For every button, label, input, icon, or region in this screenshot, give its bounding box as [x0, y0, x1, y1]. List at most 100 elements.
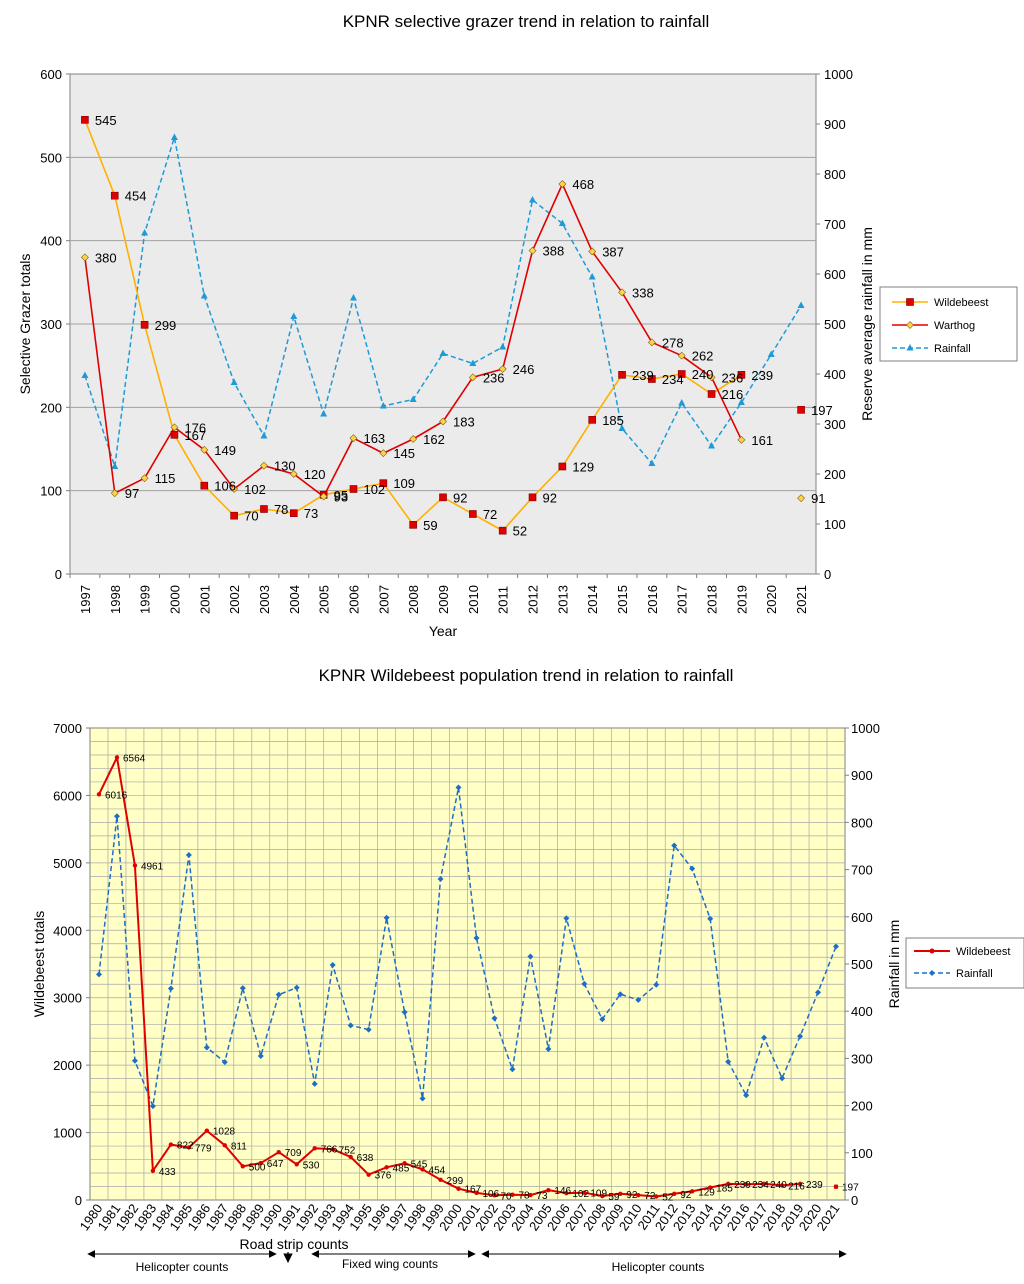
chart2-wildebeest-data-label: 239	[806, 1180, 823, 1191]
chart1-xtick-label: 2018	[705, 585, 720, 614]
chart2-rainfall-point	[779, 1075, 786, 1082]
chart1-warthog-data-label: 236	[722, 370, 744, 385]
chart2-rainfall-point	[671, 842, 678, 849]
chart2-wildebeest-data-label: 485	[393, 1163, 410, 1174]
chart1-warthog-data-label: 115	[155, 471, 176, 486]
chart2-ylabel: Wildebeest totals	[31, 911, 47, 1018]
chart1-wildebeest-point	[469, 510, 477, 518]
chart2-wildebeest-point	[222, 1143, 228, 1148]
chart2-wildebeest-data-label: 146	[554, 1186, 571, 1197]
chart1-wildebeest-point	[140, 321, 149, 329]
chart1-wildebeest-data-label: 299	[155, 318, 177, 333]
chart2-wildebeest-point	[258, 1160, 263, 1166]
chart2-rainfall-point	[761, 1034, 768, 1041]
chart1-y2tick-label: 400	[824, 367, 846, 382]
chart2-rainfall-point	[563, 915, 570, 922]
chart1-wildebeest-point	[230, 511, 238, 520]
chart2-wildebeest-data-label: 530	[303, 1160, 320, 1171]
chart1-warthog-data-label: 246	[513, 362, 535, 377]
chart2-wildebeest-point	[294, 1162, 299, 1167]
chart1-rainfall-point	[230, 378, 238, 385]
chart1-wildebeest-data-label: 239	[632, 368, 654, 383]
chart2-wildebeest-point	[150, 1168, 156, 1174]
chart1-warthog-data-label: 262	[692, 349, 714, 364]
chart2-rainfall-point	[347, 1022, 354, 1029]
chart1-wildebeest-point	[409, 521, 417, 529]
chart1-xtick-label: 2019	[734, 585, 749, 614]
chart2-legend-wildebeest-marker	[929, 948, 935, 954]
chart1-warthog-data-label: 97	[125, 486, 139, 501]
chart2-wildebeest-point	[528, 1192, 533, 1198]
chart2-rainfall-point	[365, 1026, 372, 1033]
chart2-wildebeest-point	[168, 1142, 174, 1147]
chart2-wildebeest-point	[384, 1165, 389, 1170]
chart2-rainfall-point	[113, 813, 120, 820]
chart1-wildebeest-point	[110, 191, 119, 200]
chart1-ytick-label: 400	[40, 234, 62, 249]
chart2-wildebeest-data-label: 216	[788, 1181, 805, 1192]
chart1-wildebeest-data-label: 167	[184, 428, 206, 443]
chart2-y2tick-label: 400	[851, 1004, 873, 1019]
chart1-warthog-point	[319, 492, 328, 501]
chart2-ytick-label: 7000	[53, 721, 82, 736]
chart1-legend-warthog-marker	[906, 321, 914, 329]
chart2-rainfall-point	[599, 1016, 606, 1023]
chart1-rainfall-point	[648, 459, 656, 466]
chart2-rainfall-point	[131, 1057, 138, 1064]
chart1-rainfall-point	[708, 442, 716, 449]
road-strip-counts-label: Road strip counts	[240, 1236, 349, 1252]
chart1-rainfall-point	[499, 343, 507, 350]
chart1-warthog-data-label: 130	[274, 459, 296, 474]
chart1-warthog-point	[110, 489, 119, 498]
chart2-wildebeest-data-label: 240	[770, 1180, 787, 1191]
chart2-wildebeest-data-label: 109	[590, 1189, 607, 1200]
chart1-wildebeest-point	[349, 485, 358, 493]
chart1-y2tick-label: 900	[824, 117, 846, 132]
chart1-xtick-label: 2003	[257, 585, 272, 614]
chart2-title: KPNR Wildebeest population trend in rela…	[319, 666, 734, 685]
chart2-rainfall-point	[635, 996, 642, 1003]
chart1-wildebeest-point	[737, 371, 746, 379]
chart1-warthog-point	[349, 434, 358, 443]
chart2-y2tick-label: 600	[851, 910, 873, 925]
chart1-rainfall-point	[111, 462, 119, 469]
chart1-xtick-label: 2014	[585, 585, 600, 614]
fixed-wing-counts-label: Fixed wing counts	[342, 1257, 438, 1271]
chart1-rainfall-point	[678, 399, 686, 406]
chart1-warthog-data-label: 145	[393, 446, 415, 461]
chart1-y2tick-label: 600	[824, 267, 846, 282]
chart1-warthog-point	[618, 288, 626, 297]
chart1-wildebeest-point	[81, 116, 89, 124]
chart2-rainfall-point	[833, 943, 840, 950]
chart1-wildebeest-point	[439, 493, 447, 502]
chart2-wildebeest-data-label: 1028	[213, 1127, 236, 1138]
chart1-rainfall-point	[409, 395, 417, 402]
chart1-rainfall-point	[529, 196, 537, 203]
chart2-wildebeest-data-label: 6564	[123, 753, 146, 764]
chart2-wildebeest-point	[636, 1192, 641, 1198]
chart1-warthog-point	[379, 449, 388, 458]
chart2-legend-rainfall-label: Rainfall	[956, 968, 993, 980]
chart1-y2tick-label: 800	[824, 167, 846, 182]
chart2-rainfall-point	[401, 1009, 408, 1016]
chart2-wildebeest-data-label: 102	[572, 1189, 589, 1200]
chart2-wildebeest-data-label: 647	[267, 1159, 284, 1170]
chart1-wildebeest-point	[289, 509, 298, 517]
chart1-wildebeest-data-label: 59	[423, 518, 437, 533]
chart2-y2tick-label: 800	[851, 815, 873, 830]
chart1-warthog-data-label: 176	[184, 420, 206, 435]
chart1-ytick-label: 300	[40, 317, 62, 332]
chart1-ylabel: Selective Grazer totals	[17, 254, 33, 395]
chart2-rainfall-point	[203, 1044, 210, 1051]
chart1-rainfall-point	[141, 229, 149, 236]
chart2-ytick-label: 0	[75, 1193, 82, 1208]
chart1-wildebeest-data-label: 73	[304, 506, 318, 521]
chart1-wildebeest-point	[170, 431, 179, 439]
chart2-wildebeest-point	[402, 1161, 407, 1166]
chart1-y2tick-label: 700	[824, 217, 846, 232]
chart2-wildebeest-data-label: 752	[339, 1145, 356, 1156]
chart1-wildebeest-data-label: 72	[483, 507, 497, 522]
chart2-wildebeest-data-label: 73	[536, 1191, 548, 1202]
chart2-wildebeest-data-label: 78	[518, 1191, 530, 1202]
chart2-rainfall-point	[617, 991, 624, 998]
